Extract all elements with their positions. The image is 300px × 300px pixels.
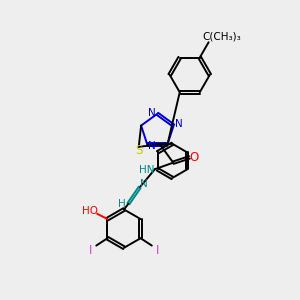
Text: I: I [155,244,159,257]
Text: H: H [118,199,126,208]
Text: HN: HN [139,165,154,175]
Text: S: S [135,144,142,157]
Text: N: N [148,141,156,151]
Text: C(CH₃)₃: C(CH₃)₃ [202,32,241,42]
Text: I: I [89,244,93,257]
Text: N: N [140,179,148,189]
Text: N: N [148,108,156,118]
Text: N: N [175,119,182,129]
Text: HO: HO [82,206,98,216]
Text: O: O [189,151,198,164]
